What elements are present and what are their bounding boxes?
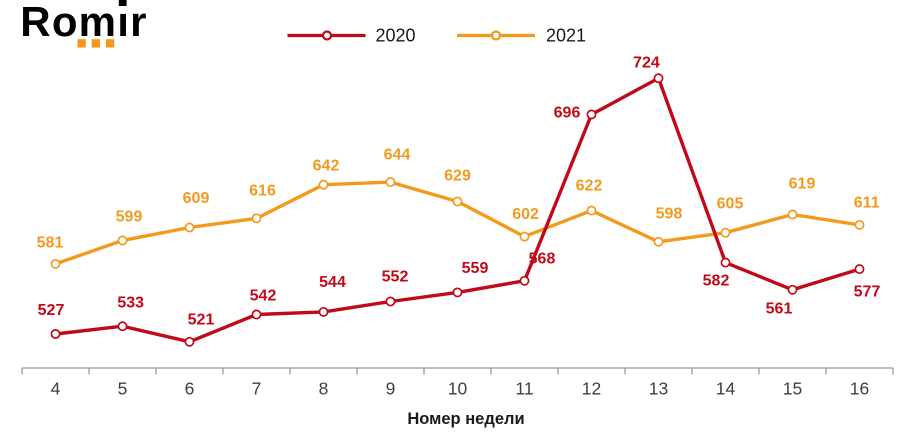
svg-text:5: 5 xyxy=(118,379,128,399)
svg-text:629: 629 xyxy=(444,168,471,185)
svg-text:4: 4 xyxy=(51,379,61,399)
svg-text:14: 14 xyxy=(716,379,736,399)
svg-text:602: 602 xyxy=(512,206,539,223)
svg-text:8: 8 xyxy=(319,379,329,399)
svg-text:611: 611 xyxy=(854,195,880,212)
svg-text:609: 609 xyxy=(183,190,210,207)
svg-text:642: 642 xyxy=(313,158,340,175)
svg-text:9: 9 xyxy=(386,379,396,399)
svg-text:599: 599 xyxy=(116,209,143,226)
svg-text:13: 13 xyxy=(649,379,668,399)
svg-text:552: 552 xyxy=(382,269,409,286)
svg-text:2020: 2020 xyxy=(376,26,416,46)
svg-text:581: 581 xyxy=(37,235,64,252)
svg-text:6: 6 xyxy=(185,379,195,399)
svg-text:11: 11 xyxy=(515,379,533,399)
svg-text:559: 559 xyxy=(462,260,489,277)
svg-text:10: 10 xyxy=(448,379,468,399)
svg-text:616: 616 xyxy=(249,183,276,200)
svg-text:7: 7 xyxy=(252,379,262,399)
svg-text:2021: 2021 xyxy=(546,26,586,46)
svg-text:622: 622 xyxy=(576,178,603,195)
svg-text:696: 696 xyxy=(554,105,581,122)
svg-text:568: 568 xyxy=(529,251,556,268)
svg-text:561: 561 xyxy=(766,301,793,318)
svg-text:724: 724 xyxy=(633,54,660,71)
svg-text:598: 598 xyxy=(656,206,683,223)
svg-text:577: 577 xyxy=(854,283,881,300)
svg-text:582: 582 xyxy=(703,273,730,290)
svg-text:619: 619 xyxy=(789,176,816,193)
svg-text:533: 533 xyxy=(117,295,144,312)
svg-text:542: 542 xyxy=(250,288,277,305)
svg-text:15: 15 xyxy=(783,379,802,399)
svg-text:527: 527 xyxy=(38,302,65,319)
svg-text:644: 644 xyxy=(384,147,411,164)
svg-text:12: 12 xyxy=(582,379,601,399)
svg-text:544: 544 xyxy=(319,274,346,291)
svg-text:605: 605 xyxy=(717,195,744,212)
svg-text:521: 521 xyxy=(188,312,215,329)
svg-text:Номер недели: Номер недели xyxy=(407,410,524,428)
svg-text:16: 16 xyxy=(850,379,869,399)
svg-text:Romır: Romır xyxy=(20,0,147,45)
